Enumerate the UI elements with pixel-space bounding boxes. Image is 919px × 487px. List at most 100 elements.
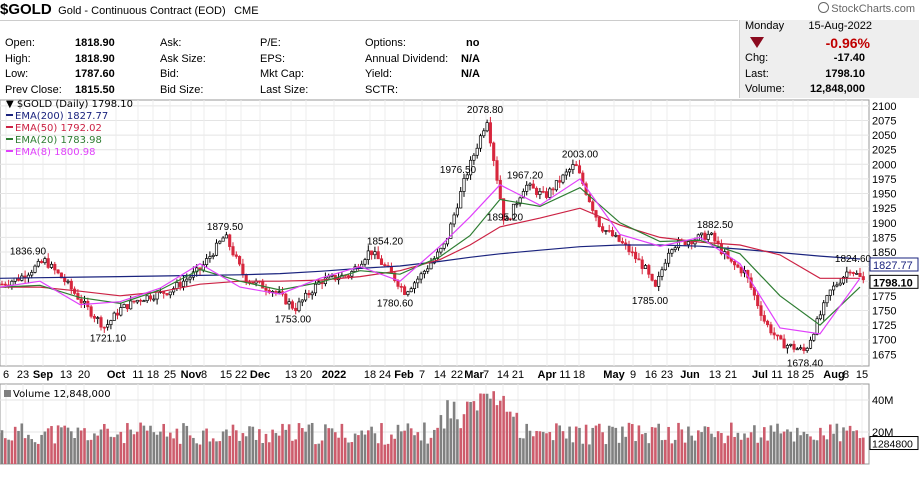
- volume-bar: [772, 431, 776, 464]
- volume-bar: [650, 427, 654, 464]
- candle-body: [617, 234, 621, 242]
- candle-body: [835, 284, 839, 287]
- price-legend-title: $GOLD (Daily) 1798.10: [16, 99, 133, 110]
- volume-bar: [845, 430, 849, 464]
- volume-bar: [835, 423, 839, 464]
- volume-bar: [624, 436, 627, 464]
- candle-body: [700, 232, 704, 236]
- instrument-description: Gold - Continuous Contract (EOD): [58, 5, 226, 17]
- candle-body: [346, 275, 351, 277]
- volume-bar: [390, 434, 393, 464]
- volume-bar: [842, 427, 845, 464]
- y-tick-label: 1700: [872, 335, 896, 347]
- prev-close-label: Prev Close:: [5, 84, 62, 96]
- candle-body: [630, 251, 634, 254]
- volume-bar: [215, 441, 218, 464]
- legend-ema20-label: EMA(20) 1783.98: [15, 135, 102, 146]
- brand[interactable]: StockCharts.com: [818, 2, 915, 15]
- volume-bar: [284, 429, 288, 464]
- candle-body: [544, 191, 549, 198]
- volume-bar: [852, 431, 855, 464]
- volume-bar: [235, 430, 238, 464]
- volume-bar: [690, 435, 693, 464]
- candle-body: [601, 226, 605, 232]
- candle-body: [614, 234, 618, 237]
- candle-body: [224, 234, 228, 239]
- candle-body: [686, 241, 690, 246]
- candle-body: [416, 278, 420, 284]
- down-triangle-icon: [750, 37, 764, 48]
- volume-bar: [172, 438, 175, 464]
- candle-body: [294, 307, 298, 312]
- candle-body: [132, 300, 136, 303]
- chart-svg[interactable]: 1675170017251750177518001825185018751900…: [0, 98, 919, 482]
- candle-body: [79, 298, 83, 304]
- volume-bar: [182, 423, 185, 464]
- volume-bar: [654, 427, 657, 464]
- volume-bar: [733, 436, 736, 464]
- candle-body: [815, 318, 819, 335]
- volume-bar: [56, 425, 60, 464]
- volume-bar: [574, 426, 578, 464]
- price-tag-label: 1798.10: [873, 277, 913, 289]
- candle-body: [482, 130, 486, 137]
- x-tick-label: Aug: [823, 369, 844, 381]
- candle-body: [304, 292, 308, 301]
- candle-body: [858, 273, 862, 277]
- candle-body: [808, 339, 813, 349]
- x-tick-label: 20: [78, 369, 90, 381]
- x-tick-label: May: [603, 369, 625, 381]
- volume-bar: [30, 439, 33, 464]
- volume-bar: [749, 432, 753, 464]
- x-tick-label: 14: [497, 369, 509, 381]
- volume-bar: [756, 442, 759, 464]
- candle-body: [188, 276, 192, 280]
- volume-bar: [551, 440, 555, 464]
- volume-bar: [660, 440, 664, 464]
- price-annotation: 1879.50: [207, 222, 244, 233]
- candle-body: [459, 191, 463, 209]
- candle-body: [733, 260, 737, 266]
- volume-bar: [505, 411, 509, 464]
- x-tick-label: 25: [802, 369, 814, 381]
- candle-body: [422, 270, 426, 275]
- volume-bar: [53, 443, 57, 464]
- volume-bar: [40, 434, 43, 464]
- volume-bar: [578, 427, 581, 464]
- legend-swatch: [6, 138, 13, 140]
- volume-bar: [139, 422, 142, 464]
- volume-bar: [700, 432, 703, 464]
- volume-bar: [221, 431, 225, 464]
- price-annotation: 1882.50: [697, 220, 734, 231]
- legend-ema50-label: EMA(50) 1792.02: [15, 123, 102, 134]
- candle-body: [363, 259, 367, 265]
- low-value: 1787.60: [75, 68, 115, 80]
- volume-bar: [244, 436, 248, 464]
- volume-bar: [565, 438, 568, 464]
- volume-bar: [367, 430, 370, 464]
- legend-ema8-label: EMA(8) 1800.98: [15, 147, 96, 158]
- volume-bar: [697, 430, 700, 464]
- x-tick-label: 14: [434, 369, 446, 381]
- candle-body: [205, 258, 209, 265]
- candle-body: [148, 295, 153, 300]
- candle-body: [419, 273, 423, 280]
- candle-body: [485, 122, 489, 132]
- candle-body: [218, 240, 222, 244]
- volume-bar: [403, 430, 406, 464]
- y-tick-label: 1850: [872, 247, 896, 259]
- volume-bar: [703, 426, 707, 464]
- x-tick-label: 21: [725, 369, 737, 381]
- volume-bar: [466, 401, 469, 464]
- candle-body: [541, 191, 545, 193]
- x-tick-label: 22: [235, 369, 247, 381]
- volume-bar: [416, 432, 420, 464]
- candle-body: [191, 271, 195, 278]
- volume-bar: [456, 419, 459, 464]
- candle-body: [498, 179, 502, 199]
- x-tick-label: 13: [285, 369, 297, 381]
- volume-bar: [792, 441, 796, 464]
- x-tick-label: 6: [3, 369, 9, 381]
- volume-bar: [122, 443, 126, 464]
- volume-bar: [43, 431, 47, 464]
